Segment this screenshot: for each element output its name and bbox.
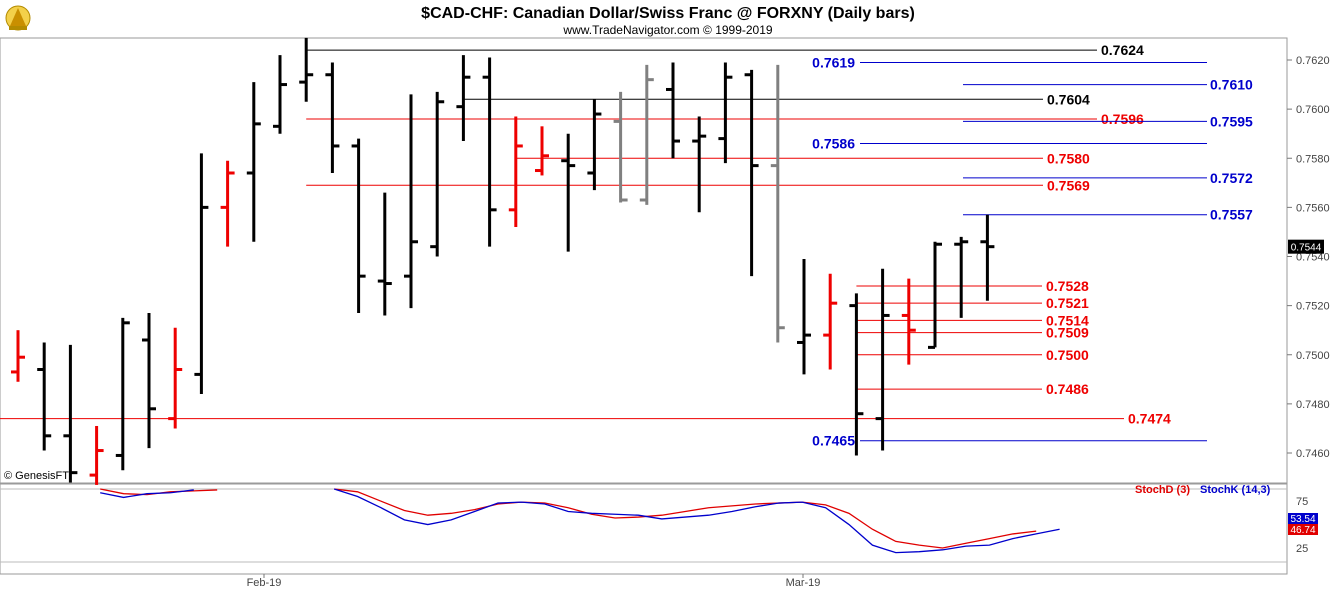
chart-title: $CAD-CHF: Canadian Dollar/Swiss Franc @ … <box>421 5 915 22</box>
y-tick-label: 0.7600 <box>1296 104 1330 116</box>
ohlc-bar <box>404 94 418 309</box>
y-tick-label: 0.7480 <box>1296 399 1330 411</box>
level-label: 0.7619 <box>812 54 855 70</box>
ohlc-bar <box>325 62 340 173</box>
stochd-last: 46.74 <box>1290 525 1315 536</box>
level-label: 0.7610 <box>1210 77 1253 93</box>
ohlc-bar <box>797 258 811 375</box>
ohlc-bar <box>901 278 916 365</box>
stochk-last: 53.54 <box>1290 514 1315 525</box>
last-price-label: 0.7544 <box>1291 243 1322 254</box>
level-label: 0.7624 <box>1101 42 1144 58</box>
ohlc-bar <box>63 344 78 483</box>
last-price-badge <box>1288 239 1324 254</box>
level-label: 0.7474 <box>1128 411 1171 427</box>
ohlc-bar <box>692 116 707 213</box>
x-tick-label: Mar-19 <box>786 577 821 589</box>
y-tick-label: 0.7460 <box>1296 448 1330 460</box>
ohlc-bar <box>849 293 864 456</box>
stochd-legend: StochD (3) <box>1135 484 1190 496</box>
stoch-panel <box>0 483 1288 575</box>
ohlc-bar <box>875 268 890 451</box>
level-label: 0.7509 <box>1046 325 1089 341</box>
ohlc-bar <box>142 312 156 449</box>
ohlc-bar <box>377 192 392 316</box>
level-label: 0.7500 <box>1046 347 1089 363</box>
copyright-label: © GenesisFT <box>4 470 69 482</box>
ohlc-bar <box>299 37 314 102</box>
level-label: 0.7521 <box>1046 295 1089 311</box>
level-label: 0.7580 <box>1047 150 1090 166</box>
level-label: 0.7604 <box>1047 91 1090 107</box>
ohlc-bar <box>744 69 759 277</box>
ohlc-bar <box>273 55 287 134</box>
y-tick-label: 0.7520 <box>1296 301 1330 313</box>
ohlc-bar <box>220 160 235 247</box>
level-label: 0.7557 <box>1210 207 1253 223</box>
ohlc-bar <box>508 116 523 228</box>
y-tick-label: 0.7620 <box>1296 55 1330 67</box>
ohlc-bar <box>168 327 183 429</box>
ohlc-bar <box>770 64 785 343</box>
level-label: 0.7465 <box>812 433 855 449</box>
ohlc-bar <box>115 317 130 471</box>
stoch-tick-label: 25 <box>1296 543 1308 555</box>
y-tick-label: 0.7580 <box>1296 153 1330 165</box>
stoch-series-line <box>100 489 194 499</box>
ohlc-bar <box>430 91 445 257</box>
level-label: 0.7514 <box>1046 312 1089 328</box>
level-label: 0.7595 <box>1210 113 1253 129</box>
level-label: 0.7528 <box>1046 278 1089 294</box>
logo-icon <box>5 5 31 31</box>
ohlc-bar <box>823 273 838 370</box>
ohlc-bar <box>561 133 576 252</box>
ohlc-bar <box>980 214 995 301</box>
stoch-series-line <box>334 488 1037 549</box>
stoch-tick-label: 75 <box>1296 496 1308 508</box>
level-label: 0.7486 <box>1046 381 1089 397</box>
ohlc-bar <box>718 62 733 164</box>
ohlc-bar <box>535 126 549 176</box>
x-tick-label: Feb-19 <box>247 577 282 589</box>
ohlc-bar <box>456 55 471 142</box>
y-tick-label: 0.7560 <box>1296 202 1330 214</box>
ohlc-bar <box>482 57 497 247</box>
ohlc-bar <box>351 138 366 313</box>
level-label: 0.7572 <box>1210 170 1253 186</box>
ohlc-bar <box>613 91 628 203</box>
price-panel <box>0 37 1288 484</box>
ohlc-bar <box>954 236 969 318</box>
ohlc-bar <box>587 99 602 191</box>
ohlc-bar <box>639 64 654 205</box>
ohlc-bar <box>37 342 52 451</box>
level-label: 0.7596 <box>1101 111 1144 127</box>
ohlc-bar <box>194 153 209 395</box>
ohlc-bar <box>666 62 680 159</box>
ohlc-bar <box>89 425 104 485</box>
ohlc-bar <box>928 241 942 349</box>
chart-subtitle: www.TradeNavigator.com © 1999-2019 <box>562 23 772 37</box>
level-label: 0.7569 <box>1047 177 1090 193</box>
level-label: 0.7586 <box>812 136 855 152</box>
y-tick-label: 0.7540 <box>1296 252 1330 264</box>
y-tick-label: 0.7500 <box>1296 350 1330 362</box>
ohlc-bar <box>246 82 261 242</box>
stochd-badge <box>1288 524 1318 535</box>
ohlc-bar <box>11 330 25 382</box>
stochk-badge <box>1288 513 1318 524</box>
stoch-series-line <box>334 488 1060 554</box>
stochk-legend: StochK (14,3) <box>1200 484 1271 496</box>
